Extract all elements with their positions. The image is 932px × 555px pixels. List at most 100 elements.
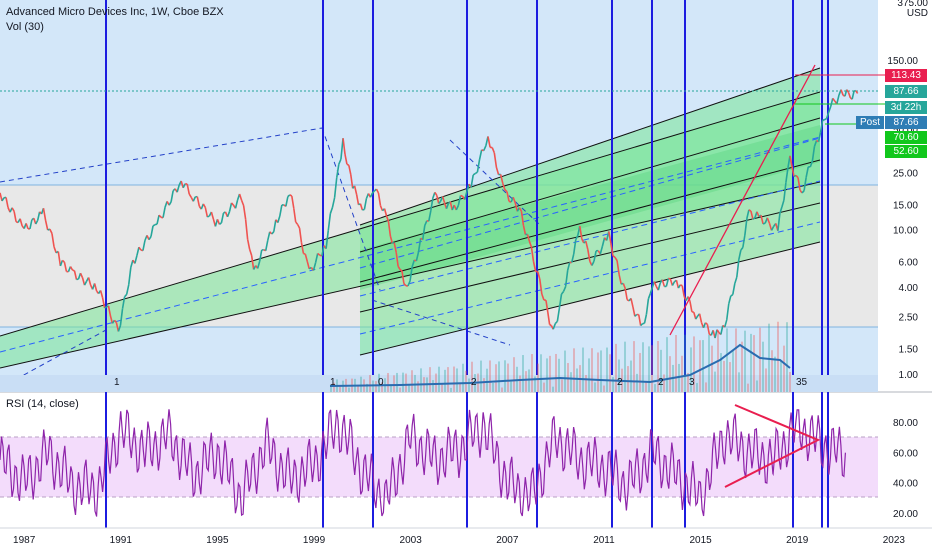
- time-tick-label: 2015: [689, 535, 712, 546]
- volume-bar: [702, 340, 704, 392]
- cycle-number-label: 3: [689, 377, 695, 388]
- volume-bar: [429, 367, 431, 392]
- volume-bar: [543, 383, 545, 392]
- volume-bar: [441, 384, 443, 392]
- cycle-number-label: 2: [658, 377, 664, 388]
- price-tick-label: 1.50: [899, 345, 919, 356]
- volume-bar: [450, 388, 452, 392]
- volume-bar: [735, 328, 737, 392]
- volume-bar: [729, 362, 731, 392]
- price-segment: [668, 278, 670, 279]
- volume-bar: [360, 377, 362, 392]
- volume-bar: [498, 361, 500, 392]
- volume-bar: [606, 348, 608, 392]
- volume-bar: [603, 386, 605, 392]
- price-tag-level-2: 52.60: [885, 145, 927, 158]
- cycle-number-label: 35: [796, 377, 808, 388]
- price-tick-label: 25.00: [893, 168, 918, 179]
- price-tick-label: 10.00: [893, 226, 918, 237]
- price-segment: [680, 285, 682, 286]
- volume-bar: [408, 385, 410, 392]
- post-market-badge: Post: [856, 116, 884, 129]
- volume-bar: [750, 334, 752, 392]
- time-tick-label: 1987: [13, 535, 36, 546]
- volume-bar: [756, 381, 758, 392]
- volume-bar: [396, 373, 398, 392]
- price-segment: [207, 216, 209, 217]
- price-segment: [290, 195, 292, 196]
- volume-bar: [435, 374, 437, 392]
- cycle-number-label: 2: [471, 377, 477, 388]
- volume-bar: [612, 377, 614, 392]
- volume-bar: [468, 379, 470, 392]
- volume-bar: [420, 368, 422, 392]
- price-tick-label: 2.50: [899, 313, 919, 324]
- volume-bar: [636, 374, 638, 392]
- time-tick-label: 1995: [206, 535, 229, 546]
- price-segment: [400, 270, 402, 271]
- volume-bar: [546, 358, 548, 392]
- volume-bar: [654, 384, 656, 392]
- volume-bar: [765, 368, 767, 392]
- volume-bar: [666, 337, 668, 392]
- price-segment: [825, 119, 827, 120]
- volume-bar: [537, 364, 539, 392]
- volume-bar: [558, 359, 560, 392]
- time-tick-label: 2007: [496, 535, 519, 546]
- volume-bar: [708, 334, 710, 392]
- cycle-number-label: 1: [114, 377, 120, 388]
- volume-label: Vol (30): [6, 21, 44, 33]
- volume-bar: [789, 372, 791, 392]
- volume-bar: [561, 379, 563, 392]
- volume-bar: [501, 388, 503, 392]
- volume-bar: [540, 354, 542, 392]
- volume-bar: [771, 350, 773, 392]
- volume-bar: [531, 354, 533, 392]
- volume-bar: [681, 356, 683, 392]
- volume-bar: [669, 356, 671, 392]
- volume-bar: [777, 322, 779, 392]
- volume-bar: [675, 335, 677, 392]
- volume-bar: [714, 372, 716, 392]
- volume-bar: [762, 342, 764, 392]
- time-tick-label: 1999: [303, 535, 326, 546]
- price-tick-label: 4.00: [899, 283, 919, 294]
- volume-bar: [573, 348, 575, 392]
- volume-bar: [585, 375, 587, 392]
- volume-bar: [564, 351, 566, 392]
- volume-bar: [699, 340, 701, 392]
- volume-bar: [510, 382, 512, 392]
- volume-bar: [462, 364, 464, 392]
- cycle-number-label: 1: [330, 377, 336, 388]
- volume-bar: [753, 335, 755, 392]
- price-tick-label: 1.00: [899, 370, 919, 381]
- volume-bar: [747, 384, 749, 392]
- volume-bar: [711, 346, 713, 392]
- volume-bar: [402, 373, 404, 392]
- price-segment: [303, 253, 305, 254]
- volume-bar: [645, 383, 647, 392]
- volume-bar: [453, 367, 455, 392]
- price-segment: [347, 164, 349, 165]
- price-segment: [475, 172, 477, 173]
- volume-bar: [600, 350, 602, 392]
- volume-bar: [522, 355, 524, 392]
- volume-bar: [552, 387, 554, 392]
- volume-bar: [570, 372, 572, 392]
- axis-currency: USD: [907, 8, 928, 19]
- rsi-tick-label: 60.00: [893, 448, 918, 459]
- price-tag-last: 113.43: [885, 69, 927, 82]
- volume-bar: [780, 360, 782, 392]
- volume-bar: [492, 383, 494, 392]
- cycle-number-label: 0: [378, 377, 384, 388]
- volume-bar: [447, 367, 449, 392]
- volume-bar: [459, 383, 461, 392]
- time-tick-label: 2019: [786, 535, 809, 546]
- volume-bar: [609, 354, 611, 392]
- volume-bar: [651, 345, 653, 392]
- price-tick-label: 15.00: [893, 200, 918, 211]
- volume-bar: [705, 382, 707, 392]
- volume-bar: [576, 368, 578, 392]
